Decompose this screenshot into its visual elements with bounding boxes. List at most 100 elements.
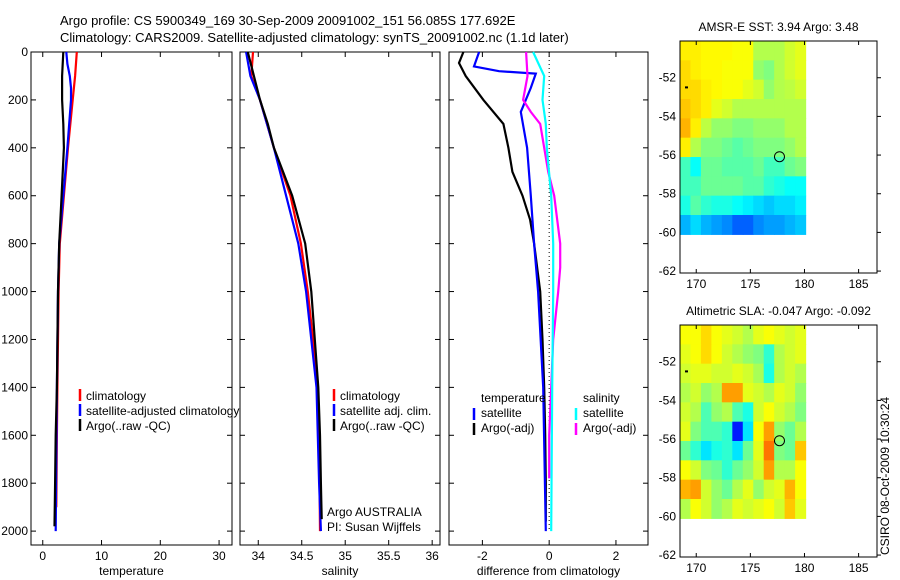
y-tick-label: 800	[8, 237, 28, 251]
heatmap-cell	[680, 421, 692, 442]
x-axis-label: salinity	[322, 564, 359, 578]
heatmap-cell	[763, 383, 775, 403]
heatmap-cell	[784, 383, 796, 403]
heatmap-cell	[711, 344, 723, 365]
heatmap-cell	[732, 460, 744, 481]
heatmap-cell	[721, 421, 733, 442]
heatmap-cell	[774, 344, 786, 365]
x-tick-label: 35	[339, 549, 353, 563]
heatmap-cell	[763, 99, 775, 119]
series-temperature-argo-adj-	[457, 51, 547, 522]
y-tick-label: 1600	[1, 428, 28, 442]
heatmap-cell	[711, 363, 723, 384]
heatmap-cell	[690, 344, 702, 365]
panel-sla_map: Altimetric SLA: -0.047 Argo: -0.092 170 17…	[659, 304, 881, 575]
heatmap-cell	[690, 118, 702, 139]
heatmap-cell	[711, 79, 723, 100]
heatmap-cell	[690, 479, 702, 500]
heatmap-cell	[742, 363, 754, 384]
heatmap-cell	[680, 79, 692, 100]
heatmap-cell	[732, 195, 744, 216]
heatmap-cell	[742, 215, 754, 235]
land-marker	[684, 86, 688, 89]
heatmap-cell	[753, 215, 765, 235]
heatmap-cell	[721, 99, 733, 119]
y-tick-label: 1800	[1, 476, 28, 490]
heatmap-cell	[753, 137, 765, 158]
heatmap-cell	[784, 363, 796, 384]
x-tick-label: 175	[740, 277, 760, 291]
heatmap-cell	[753, 325, 765, 345]
panel-frame	[448, 51, 649, 546]
map-frame	[679, 40, 878, 274]
heatmap-cell	[774, 79, 786, 100]
heatmap-cell	[680, 176, 692, 197]
heatmap-cell	[763, 479, 775, 500]
heatmap-cell	[742, 441, 754, 461]
heatmap-cell	[742, 383, 754, 403]
y-tick-label: 1000	[1, 285, 28, 299]
heatmap-cell	[784, 79, 796, 100]
heatmap-cell	[795, 60, 807, 81]
heatmap-cell	[690, 325, 702, 345]
heatmap-cell	[680, 118, 692, 139]
heatmap-cell	[721, 460, 733, 481]
heatmap-cell	[784, 421, 796, 442]
heatmap-cell	[732, 402, 744, 423]
heatmap-cell	[680, 60, 692, 81]
heatmap-cell	[680, 402, 692, 423]
argo-position-marker	[773, 435, 785, 447]
heatmap-cell	[721, 325, 733, 345]
heatmap-cell	[690, 441, 702, 461]
x-tick-label: 30	[212, 549, 226, 563]
x-tick-label: 170	[686, 277, 706, 291]
legend-label: satellite adj. clim.	[340, 404, 431, 418]
x-tick-label: 10	[95, 549, 109, 563]
title-line-2: Climatology: CARS2009. Satellite-adjuste…	[60, 30, 569, 45]
legend-label: Argo(-adj)	[583, 421, 636, 435]
heatmap-cell	[742, 79, 754, 100]
heatmap-cell	[732, 383, 744, 403]
map-frame	[679, 324, 878, 558]
heatmap-cell	[732, 441, 744, 461]
y-tick-label: -54	[659, 109, 677, 123]
panel-frame	[239, 51, 441, 546]
heatmap-cell	[742, 157, 754, 177]
heatmap-cell	[784, 344, 796, 365]
heatmap-cell	[700, 479, 712, 500]
heatmap-cell	[732, 344, 744, 365]
heatmap-cell	[732, 157, 744, 177]
heatmap-cell	[732, 118, 744, 139]
heatmap-cell	[711, 137, 723, 158]
heatmap-cell	[784, 137, 796, 158]
x-tick-label: 34.5	[290, 549, 314, 563]
x-tick-label: 175	[740, 561, 760, 575]
heatmap-cell	[784, 118, 796, 139]
heatmap-cell	[690, 195, 702, 216]
heatmap-cell	[732, 99, 744, 119]
land-marker	[684, 370, 688, 373]
heatmap-cell	[711, 195, 723, 216]
heatmap-cell	[680, 325, 692, 345]
heatmap-cell	[774, 325, 786, 345]
series-argo-raw-qc-	[246, 51, 323, 520]
heatmap-cell	[700, 363, 712, 384]
heatmap-cell	[753, 441, 765, 461]
map-title: Altimetric SLA: -0.047 Argo: -0.092	[686, 304, 871, 318]
heatmap-cell	[753, 363, 765, 384]
heatmap-cell	[742, 479, 754, 500]
heatmap-cell	[721, 344, 733, 365]
y-tick-label: -56	[659, 148, 677, 162]
x-tick-label: 170	[686, 561, 706, 575]
x-tick-label: 34	[252, 549, 266, 563]
heatmap-cell	[753, 157, 765, 177]
heatmap-cell	[753, 499, 765, 519]
heatmap-cell	[795, 99, 807, 119]
heatmap-cell	[690, 383, 702, 403]
heatmap-cell	[774, 363, 786, 384]
argo-position-marker	[773, 151, 785, 163]
heatmap-cell	[763, 441, 775, 461]
heatmap-cell	[700, 157, 712, 177]
heatmap-cell	[680, 383, 692, 403]
